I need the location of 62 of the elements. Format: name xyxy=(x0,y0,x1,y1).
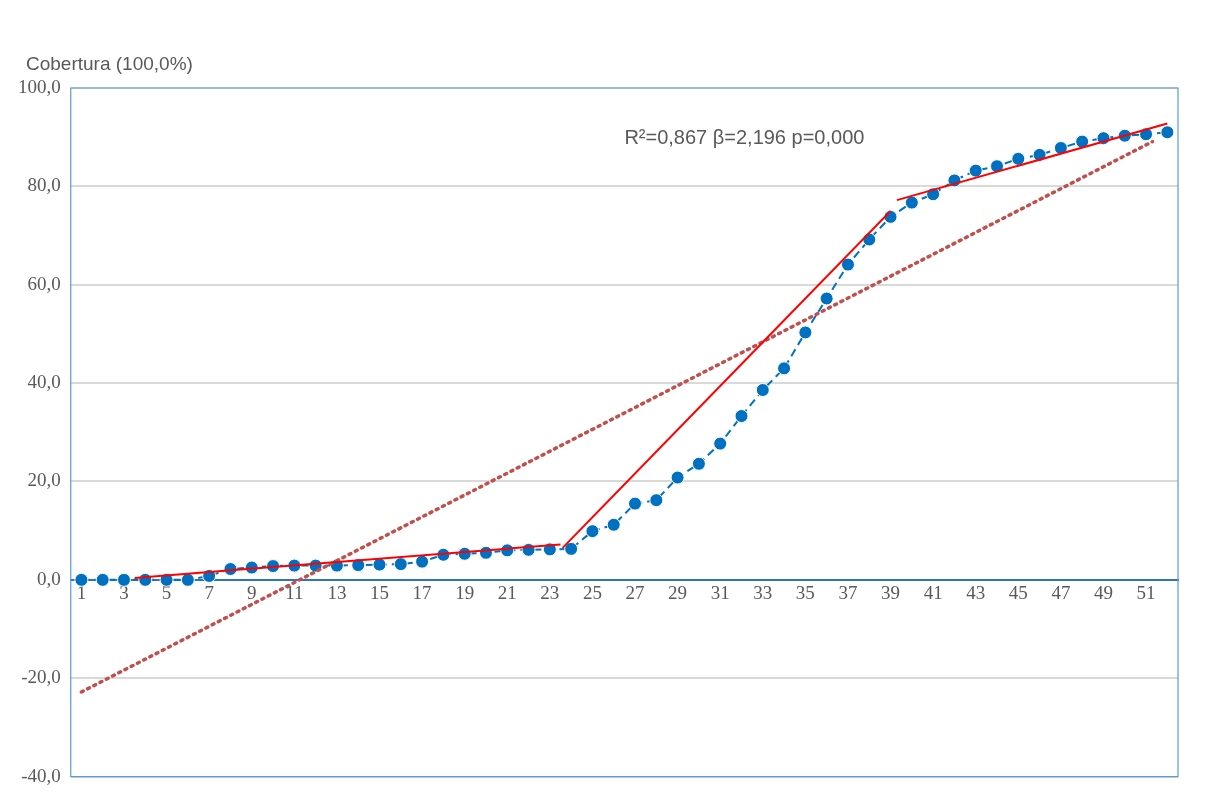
x-tick-label: 5 xyxy=(161,582,172,604)
y-tick-label: 80,0 xyxy=(27,174,61,196)
x-tick-label: 13 xyxy=(327,582,347,604)
point xyxy=(968,163,983,178)
annotation: R²=0,867 β=2,196 p=0,000 xyxy=(624,126,865,148)
point xyxy=(628,496,643,511)
point xyxy=(564,541,579,556)
point xyxy=(1075,134,1090,149)
x-tick-label: 27 xyxy=(625,582,645,604)
y-tick-label: 0,0 xyxy=(37,567,61,589)
x-tick-label: 21 xyxy=(497,582,517,604)
y-tick-label: 40,0 xyxy=(27,371,61,393)
point xyxy=(1011,151,1026,166)
x-tick-label: 17 xyxy=(412,582,432,604)
x-tick-label: 37 xyxy=(838,582,858,604)
x-tick-label: 23 xyxy=(540,582,560,604)
y-tick-label: 100,0 xyxy=(18,75,61,97)
x-tick-label: 39 xyxy=(881,582,901,604)
point xyxy=(840,257,855,272)
x-tick-label: 49 xyxy=(1093,582,1113,604)
x-tick-label: 29 xyxy=(668,582,688,604)
x-tick-label: 9 xyxy=(246,582,257,604)
point xyxy=(180,572,195,587)
x-tick-label: 11 xyxy=(285,582,304,604)
point xyxy=(713,436,728,451)
point xyxy=(393,557,408,572)
point xyxy=(585,524,600,539)
x-tick-label: 35 xyxy=(795,582,815,604)
point xyxy=(606,517,621,532)
point xyxy=(1160,125,1175,140)
point xyxy=(116,572,131,587)
point xyxy=(819,291,834,306)
point xyxy=(777,361,792,376)
x-tick-label: 33 xyxy=(753,582,773,604)
point xyxy=(755,383,770,397)
point xyxy=(95,572,110,587)
x-tick-label: 19 xyxy=(455,582,475,604)
y-tick-label: -20,0 xyxy=(21,666,61,688)
point xyxy=(372,557,387,572)
point xyxy=(649,493,664,508)
x-tick-label: 25 xyxy=(582,582,602,604)
x-tick-label: 31 xyxy=(710,582,730,604)
point xyxy=(74,572,89,587)
x-tick-label: 7 xyxy=(204,582,214,604)
x-tick-label: 15 xyxy=(370,582,389,604)
point xyxy=(691,456,706,471)
y-axis-title: Cobertura (100,0%) xyxy=(26,53,193,74)
y-tick-label: 60,0 xyxy=(27,272,61,294)
point xyxy=(415,554,430,569)
x-tick-label: 47 xyxy=(1051,582,1071,604)
point xyxy=(904,195,919,210)
point xyxy=(670,470,685,485)
y-tick-label: -40,0 xyxy=(21,764,61,786)
x-tick-label: 41 xyxy=(923,582,943,604)
x-tick-label: 1 xyxy=(76,582,87,604)
x-tick-label: 3 xyxy=(119,582,129,604)
x-tick-label: 51 xyxy=(1136,582,1156,604)
x-tick-label: 45 xyxy=(1008,582,1028,604)
point xyxy=(734,409,749,424)
point xyxy=(798,325,813,340)
y-tick-label: 20,0 xyxy=(27,469,61,491)
x-tick-label: 43 xyxy=(966,582,986,604)
